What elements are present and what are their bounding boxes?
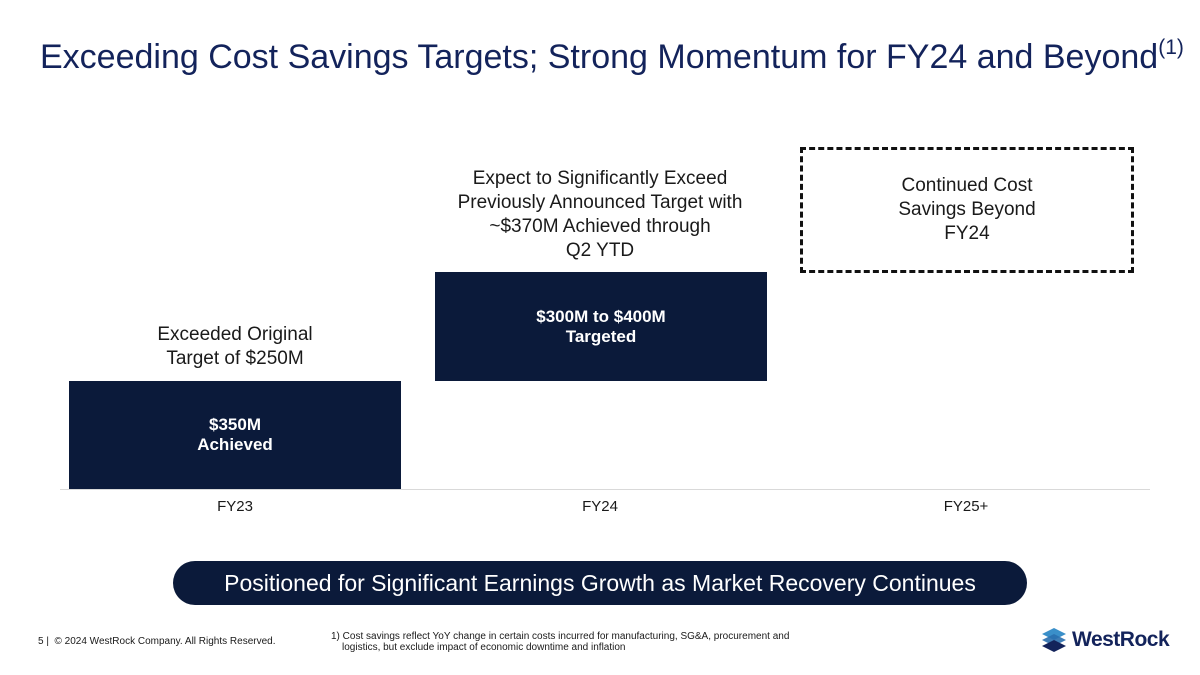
block-line: Targeted — [565, 326, 637, 346]
page-number: 5 — [38, 636, 44, 647]
logo-text: WestRock — [1072, 628, 1170, 651]
copyright: © 2024 WestRock Company. All Rights Rese… — [54, 636, 276, 647]
block-line: $350M — [209, 415, 261, 434]
annotation-line: ~$370M Achieved through — [489, 216, 711, 237]
annotation-line: Expect to Significantly Exceed — [472, 168, 728, 189]
footnote-line: logistics, but exclude impact of economi… — [342, 642, 626, 653]
block-line: $300M to $400M — [536, 306, 666, 326]
annotation-line: Target of $250M — [166, 348, 304, 369]
category-label: FY23 — [217, 498, 253, 515]
annotation: Exceeded Original Target of $250M — [85, 323, 385, 371]
footnote-line: 1) Cost savings reflect YoY change in ce… — [331, 631, 790, 642]
block-line: Achieved — [197, 435, 273, 454]
logo: WestRock — [1040, 626, 1170, 654]
footer-left: 5 | © 2024 WestRock Company. All Rights … — [38, 636, 276, 647]
box-line: Continued Cost — [901, 175, 1033, 196]
logo-mark — [1042, 628, 1066, 652]
annotation-line: Exceeded Original — [157, 324, 313, 345]
footnote: 1) Cost savings reflect YoY change in ce… — [331, 631, 789, 653]
annotation-line: Q2 YTD — [565, 240, 635, 261]
category-label: FY24 — [582, 498, 618, 515]
title-text: Exceeding Cost Savings Targets; Strong M… — [40, 38, 1159, 76]
annotation: Expect to Significantly Exceed Previousl… — [430, 167, 770, 263]
block: $350M Achieved — [69, 381, 401, 489]
annotation-line: Previously Announced Target with — [457, 192, 743, 213]
block: $300M to $400M Targeted — [435, 272, 767, 381]
category-label: FY25+ — [943, 498, 989, 515]
banner: Positioned for Significant Earnings Grow… — [173, 561, 1027, 605]
separator: | — [46, 636, 49, 647]
axis-line — [60, 489, 1150, 490]
title-superscript: (1) — [1158, 36, 1184, 59]
dashed-box: Continued Cost Savings Beyond FY24 — [800, 147, 1134, 273]
box-line: Savings Beyond — [898, 199, 1036, 220]
box-line: FY24 — [944, 223, 990, 244]
title: Exceeding Cost Savings Targets; Strong M… — [40, 36, 1184, 77]
